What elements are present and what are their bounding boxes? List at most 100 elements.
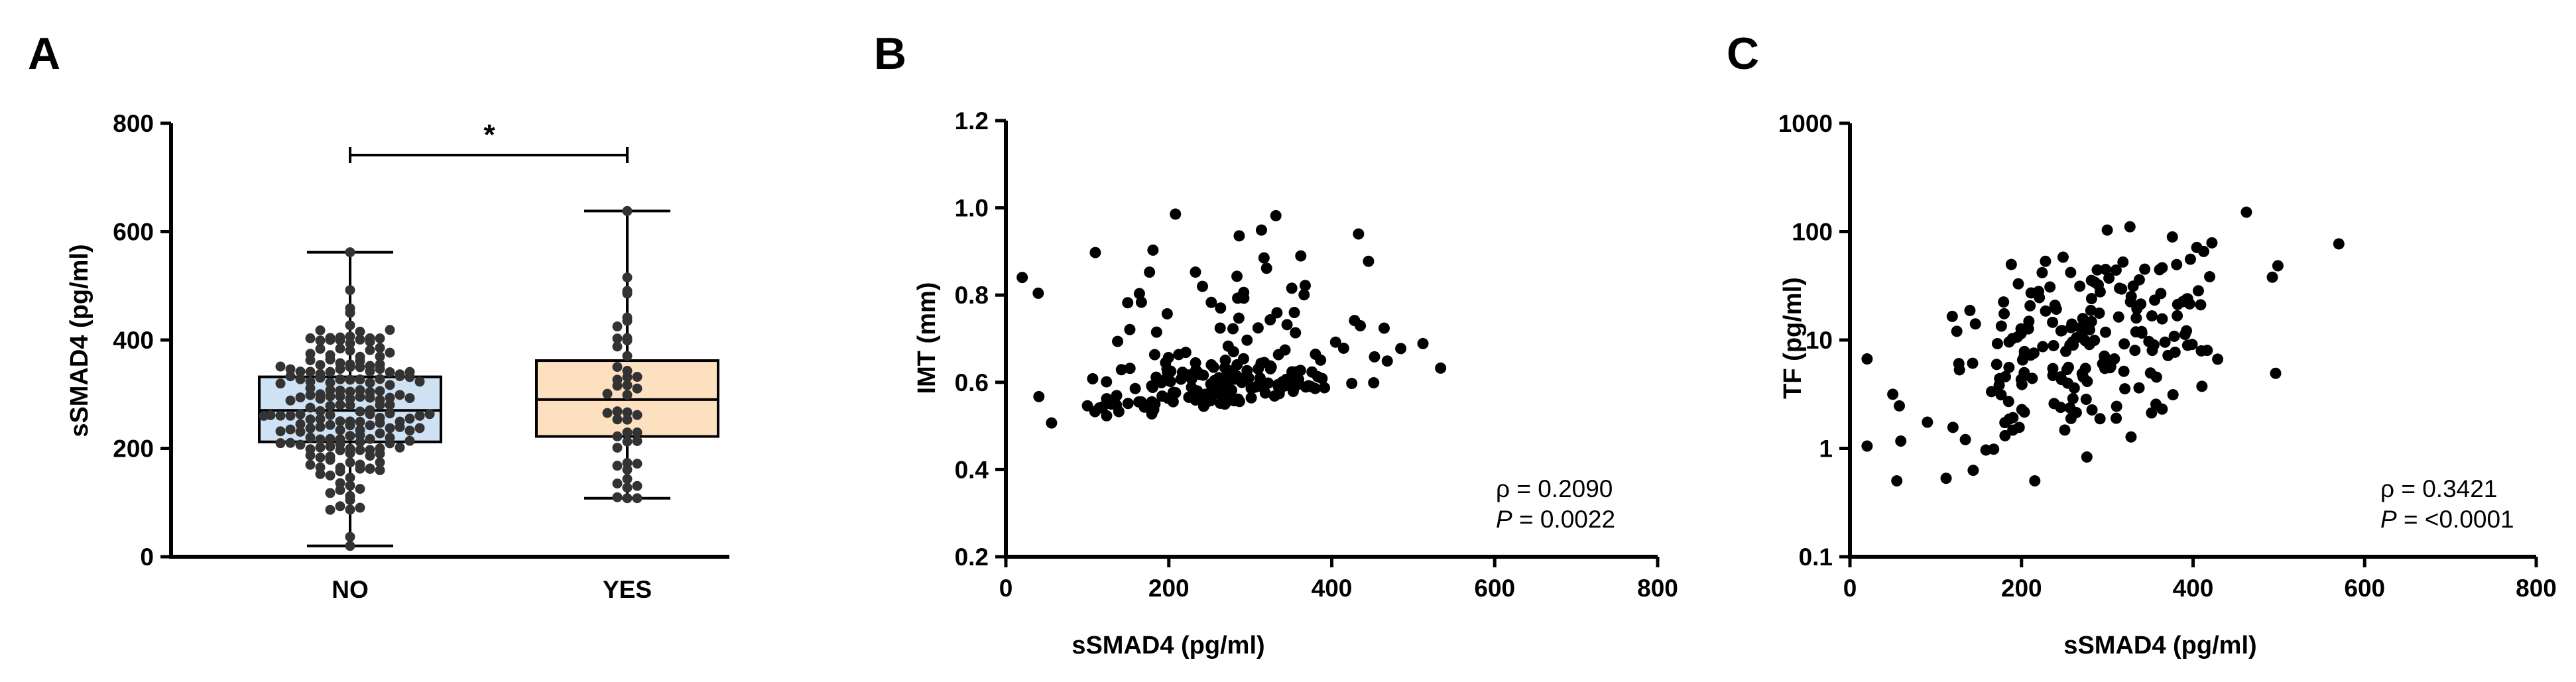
data-point (2101, 224, 2113, 236)
data-point (612, 341, 623, 352)
data-point (1264, 314, 1276, 326)
data-point (1239, 373, 1251, 385)
data-point (1238, 292, 1250, 304)
data-point (1286, 282, 1298, 294)
data-point (395, 369, 405, 380)
data-point (1046, 417, 1058, 429)
y-tick-label: 0.8 (955, 282, 989, 309)
data-point (385, 325, 395, 335)
chart-c-dots (1861, 206, 2345, 487)
data-point (1161, 308, 1173, 320)
data-point (632, 372, 643, 382)
data-point (612, 406, 623, 417)
data-point (305, 450, 316, 461)
data-point (355, 374, 365, 385)
data-point (325, 488, 336, 498)
y-tick-label: 1.2 (955, 107, 989, 135)
data-point (285, 410, 296, 421)
data-point (612, 479, 623, 489)
data-point (345, 303, 355, 313)
data-point (2023, 315, 2035, 327)
data-point (1991, 359, 2002, 370)
data-point (1998, 308, 2010, 319)
data-point (345, 362, 355, 372)
data-point (305, 459, 316, 470)
data-point (414, 423, 425, 433)
data-point (2016, 354, 2028, 366)
data-point (1229, 395, 1241, 407)
data-point (2168, 330, 2180, 342)
data-point (385, 432, 395, 443)
data-point (1279, 380, 1291, 392)
data-point (1105, 398, 1117, 410)
data-point (355, 445, 365, 455)
y-tick-label: 1 (1819, 435, 1833, 463)
data-point (2118, 338, 2130, 350)
data-point (305, 432, 316, 443)
data-point (1995, 389, 2007, 401)
data-point (1170, 208, 1182, 220)
data-point (2029, 475, 2041, 487)
data-point (632, 435, 643, 446)
data-point (1378, 322, 1390, 334)
data-point (1255, 357, 1267, 369)
data-point (622, 351, 633, 361)
data-point (305, 423, 316, 433)
data-point (622, 465, 633, 475)
data-point (2091, 264, 2103, 276)
data-point (2018, 406, 2030, 418)
data-point (2166, 231, 2178, 243)
x-tick-label: 800 (2516, 575, 2557, 602)
data-point (2089, 276, 2101, 288)
data-point (1894, 400, 1906, 412)
data-point (315, 452, 326, 463)
y-tick-label: 600 (113, 219, 154, 246)
data-point (1967, 465, 1979, 477)
data-point (1207, 361, 1219, 373)
data-point (335, 400, 345, 410)
data-point (1980, 444, 1992, 456)
data-point (325, 400, 336, 411)
chart-c-axes: 0.1 1 10 100 1000 0 200 400 600 800 (1778, 110, 2557, 602)
data-point (612, 333, 623, 344)
data-point (345, 532, 355, 542)
data-point (2083, 339, 2095, 351)
data-point (2124, 221, 2136, 233)
data-point (365, 433, 375, 444)
data-point (1186, 381, 1197, 393)
data-point (305, 367, 316, 377)
data-point (375, 449, 385, 459)
data-point (1146, 382, 1158, 394)
data-point (375, 412, 385, 423)
data-point (1922, 416, 1933, 428)
data-point (2099, 326, 2111, 338)
data-point (2156, 403, 2168, 415)
chart-b-p: P = 0.0022 (1496, 506, 1615, 533)
data-point (365, 361, 375, 371)
data-point (2133, 382, 2145, 394)
data-point (2050, 304, 2062, 315)
data-point (385, 380, 395, 390)
data-point (325, 410, 336, 420)
data-point (2060, 345, 2072, 357)
data-point (355, 437, 365, 447)
data-point (2040, 255, 2052, 267)
data-point (1999, 429, 2011, 441)
data-point (2093, 307, 2105, 319)
data-point (1271, 307, 1283, 319)
data-point (2047, 363, 2059, 374)
data-point (285, 424, 296, 435)
data-point (2080, 393, 2092, 405)
data-point (345, 504, 355, 515)
data-point (2195, 345, 2207, 357)
data-point (355, 356, 365, 367)
data-point (2197, 245, 2209, 257)
data-point (2169, 346, 2181, 358)
data-point (2266, 271, 2278, 283)
data-point (2012, 278, 2024, 290)
data-point (612, 461, 623, 471)
chart-b-p-symbol: P (1496, 506, 1512, 533)
data-point (1213, 373, 1225, 385)
data-point (1967, 357, 1979, 369)
data-point (1255, 224, 1267, 236)
